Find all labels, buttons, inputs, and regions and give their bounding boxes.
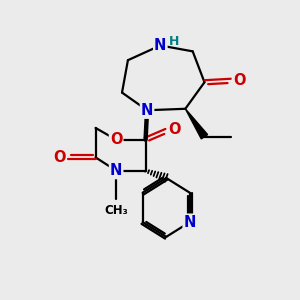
Polygon shape [185,109,208,139]
Text: O: O [110,132,122,147]
Text: O: O [53,150,66,165]
Text: N: N [154,38,167,53]
Text: H: H [169,35,179,48]
Text: CH₃: CH₃ [104,204,128,217]
Text: N: N [110,163,122,178]
Text: N: N [184,214,196,230]
Text: N: N [141,103,153,118]
Text: O: O [233,73,245,88]
Text: O: O [168,122,181,137]
